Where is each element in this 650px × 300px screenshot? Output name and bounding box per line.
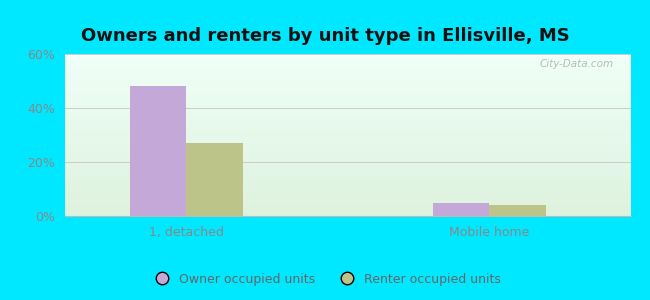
Text: City-Data.com: City-Data.com [540,59,614,69]
Bar [489,205,545,216]
Text: Owners and renters by unit type in Ellisville, MS: Owners and renters by unit type in Ellis… [81,27,569,45]
Bar [186,143,242,216]
Legend: Owner occupied units, Renter occupied units: Owner occupied units, Renter occupied un… [144,268,506,291]
Bar [432,202,489,216]
Bar [129,86,186,216]
